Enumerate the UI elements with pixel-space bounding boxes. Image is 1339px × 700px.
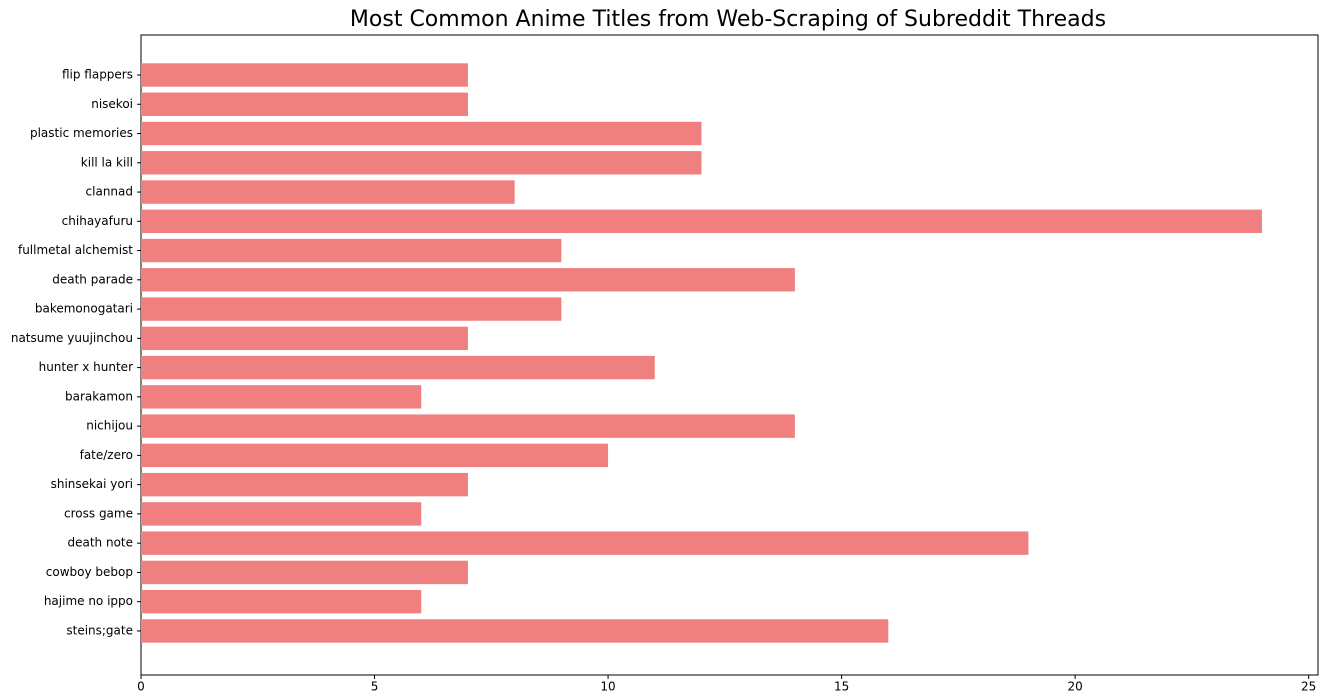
bar (141, 238, 562, 263)
y-tick-label: cross game (64, 506, 133, 520)
y-tick-label: chihayafuru (62, 214, 133, 228)
bar (141, 326, 468, 351)
y-tick-label: nisekoi (91, 97, 133, 111)
y-tick-label: steins;gate (66, 623, 133, 637)
bar (141, 589, 422, 614)
bar (141, 414, 795, 438)
y-tick-label: fate/zero (80, 448, 133, 462)
y-tick-label: flip flappers (62, 68, 133, 82)
x-tick-label: 25 (1301, 680, 1316, 694)
bar (141, 560, 468, 585)
bar (141, 385, 422, 409)
y-tick-label: hunter x hunter (39, 360, 133, 374)
bar (141, 268, 795, 292)
x-tick-label: 0 (137, 680, 145, 694)
bar (141, 209, 1262, 234)
y-tick-label: natsume yuujinchou (11, 331, 133, 345)
y-tick-label: death note (67, 536, 133, 550)
bar (141, 443, 609, 468)
x-tick-label: 10 (600, 680, 615, 694)
bar (141, 355, 655, 380)
bar (141, 121, 702, 146)
y-tick-label: shinsekai yori (51, 477, 133, 491)
bar (141, 151, 702, 175)
bar (141, 502, 422, 526)
plot-frame (140, 34, 1319, 676)
y-tick-label: barakamon (65, 389, 133, 403)
bar (141, 180, 515, 204)
bar (141, 531, 1029, 555)
y-tick-label: bakemonogatari (35, 302, 133, 316)
x-tick-label: 15 (834, 680, 849, 694)
bar (141, 619, 889, 643)
bar (141, 63, 468, 87)
y-tick-label: death parade (52, 272, 133, 286)
y-tick-label: cowboy bebop (46, 565, 133, 579)
chart-title: Most Common Anime Titles from Web-Scrapi… (350, 7, 1106, 32)
y-tick-label: plastic memories (30, 126, 133, 140)
x-tick-label: 20 (1067, 680, 1082, 694)
y-tick-label: fullmetal alchemist (18, 243, 133, 257)
y-tick-label: clannad (86, 185, 133, 199)
y-tick-label: kill la kill (81, 155, 133, 169)
y-tick-label: hajime no ippo (44, 594, 133, 608)
x-tick-label: 5 (371, 680, 379, 694)
bar (141, 92, 468, 116)
bar (141, 297, 562, 321)
bar (141, 472, 468, 497)
y-tick-label: nichijou (86, 419, 133, 433)
